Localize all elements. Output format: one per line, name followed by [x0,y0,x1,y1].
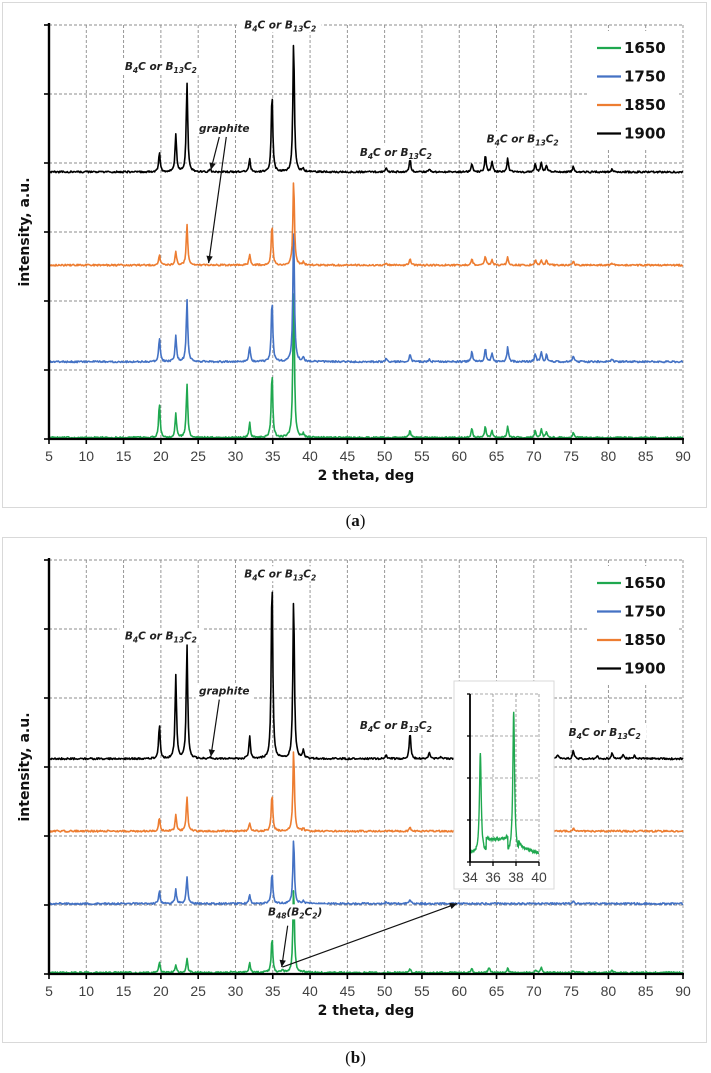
caption-a-label: a [351,511,360,530]
x-tick-label: 85 [638,448,654,464]
series-line-1850 [48,182,684,267]
xrd-chart-b: 5 10 15 20 25 30 35 40 45 50 55 60 65 70 75 80 85 90 2 the… [17,558,691,1019]
series-line-1750 [48,840,684,906]
x-tick-label: 35 [265,983,281,999]
x-tick-label: 90 [675,983,691,999]
svg-text:B4​C or B13​C2​: B4​C or B13​C2​ [360,147,432,161]
legend-label-1900: 1900 [624,660,666,678]
x-tick-label: 60 [451,983,467,999]
legend: 1650 1750 1850 1900 [588,31,678,149]
x-tick-label: 35 [265,448,281,464]
legend-label-1650: 1650 [624,39,666,57]
x-tick-label: 40 [302,983,318,999]
svg-text:B4​C or B13​C2​: B4​C or B13​C2​ [244,568,316,582]
panel-caption-b: (b) [345,1048,366,1067]
legend-label-1900: 1900 [624,125,666,143]
x-tick-label: 15 [116,448,132,464]
inset-x-tick-label: 34 [462,869,478,885]
x-tick-label: 70 [526,983,542,999]
series-line-1650 [48,293,684,440]
svg-text:graphite: graphite [199,123,250,135]
x-tick-label: 25 [190,448,206,464]
x-tick-label: 30 [228,983,244,999]
panel-caption-a: (a) [345,511,366,530]
x-tick-label: 65 [489,448,505,464]
x-tick-label: 30 [228,448,244,464]
legend-label-1750: 1750 [624,68,666,86]
x-tick-label: 25 [190,983,206,999]
series-line-1750 [48,233,684,364]
series-line-1850 [48,751,684,833]
legend-label-1850: 1850 [624,631,666,649]
chart-panel-b: 5 10 15 20 25 30 35 40 45 50 55 60 65 70 75 80 85 90 2 the… [2,537,707,1043]
x-tick-label: 55 [414,983,430,999]
x-tick-label: 45 [340,448,356,464]
legend: 1650 1750 1850 1900 [588,566,678,684]
xrd-chart-a: 5 10 15 20 25 30 35 40 45 50 55 60 65 70 75 80 85 90 2 the… [17,17,691,484]
svg-text:B48​(B2​C2​): B48​(B2​C2​) [268,906,322,920]
annotations: B4​C or B13​C2​ B4​C or B13​C2​ graphite B4… [119,566,647,968]
svg-text:B4​C or B13​C2​: B4​C or B13​C2​ [125,61,197,75]
x-tick-label: 15 [116,983,132,999]
annotations: B4​C or B13​C2​ B4​C or B13​C2​ graphite B4… [119,17,565,264]
x-tick-label: 85 [638,983,654,999]
y-axis-title: intensity, a.u. [17,177,33,286]
legend-label-1650: 1650 [624,574,666,592]
svg-text:B4​C or B13​C2​: B4​C or B13​C2​ [244,19,316,33]
x-tick-label: 60 [451,448,467,464]
x-tick-label: 20 [153,983,169,999]
axes: 5 10 15 20 25 30 35 40 45 50 55 60 65 70 75 80 85 90 [44,23,691,464]
x-tick-label: 5 [45,448,53,464]
grid [49,24,684,439]
x-tick-label: 80 [601,983,617,999]
x-tick-label: 75 [563,448,579,464]
series-line-1900 [48,591,684,761]
x-axis-title: 2 theta, deg [318,1003,415,1019]
legend-label-1750: 1750 [624,603,666,621]
x-tick-label: 70 [526,448,542,464]
x-axis-title: 2 theta, deg [318,468,415,484]
x-tick-label: 10 [79,448,95,464]
svg-text:B4​C or B13​C2​: B4​C or B13​C2​ [487,133,559,147]
svg-text:B4​C or B13​C2​: B4​C or B13​C2​ [569,727,641,741]
x-tick-label: 40 [302,448,318,464]
y-axis-title: intensity, a.u. [17,712,33,821]
series-line-1900 [48,44,684,174]
x-tick-label: 10 [79,983,95,999]
x-tick-label: 65 [489,983,505,999]
inset-x-tick-label: 40 [531,869,547,885]
inset-zoom-34-40: 34 36 38 40 [453,680,555,890]
svg-text:B4​C or B13​C2​: B4​C or B13​C2​ [125,630,197,644]
legend-label-1850: 1850 [624,96,666,114]
chart-panel-a: 5 10 15 20 25 30 35 40 45 50 55 60 65 70 75 80 85 90 2 the… [2,2,707,508]
x-tick-label: 75 [563,983,579,999]
x-tick-label: 50 [377,983,393,999]
x-tick-label: 90 [675,448,691,464]
x-tick-label: 20 [153,448,169,464]
x-tick-label: 5 [45,983,53,999]
x-tick-label: 45 [340,983,356,999]
svg-text:B4​C or B13​C2​: B4​C or B13​C2​ [360,720,432,734]
axes: 5 10 15 20 25 30 35 40 45 50 55 60 65 70 75 80 85 90 [44,558,691,999]
series-group [48,591,684,975]
x-tick-label: 50 [377,448,393,464]
series-group [48,44,684,440]
inset-x-tick-label: 38 [508,869,524,885]
grid [49,559,684,974]
inset-x-tick-label: 36 [485,869,501,885]
x-tick-label: 55 [414,448,430,464]
x-tick-label: 80 [601,448,617,464]
caption-b-label: b [350,1048,361,1067]
svg-text:graphite: graphite [199,686,250,698]
inset-series-1650 [469,711,540,856]
